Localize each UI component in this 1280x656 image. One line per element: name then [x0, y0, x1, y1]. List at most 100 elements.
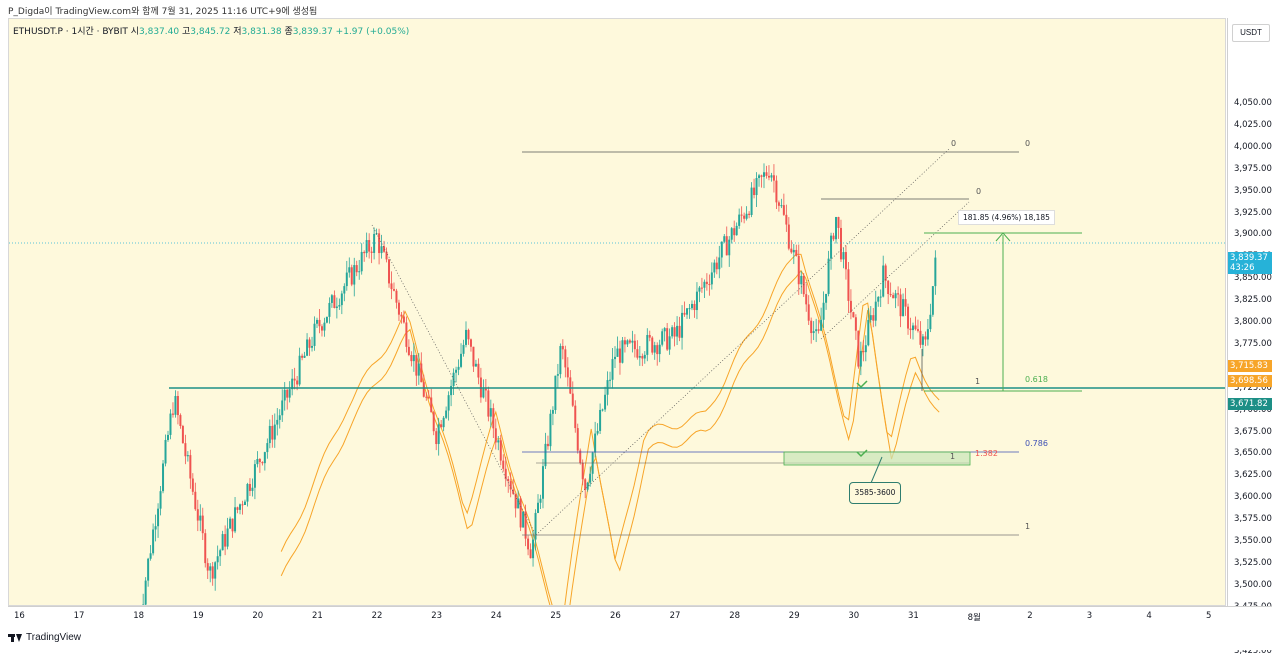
candle-body — [410, 354, 413, 362]
candle-body — [313, 323, 316, 346]
candle-body — [263, 452, 266, 464]
candle-body — [559, 346, 562, 375]
candle-body — [239, 504, 242, 510]
candle-body — [532, 539, 535, 559]
candle-body — [805, 294, 808, 305]
check-mark-2 — [856, 449, 868, 458]
author-line: P_Digda이 TradingView.com와 함께 7월 31, 2025… — [8, 7, 318, 17]
candle-body — [474, 363, 477, 367]
measure-arrow-head — [995, 232, 1011, 242]
candle-body — [735, 225, 738, 236]
price-tick: 3,550.00 — [1234, 536, 1272, 546]
zone-rect[interactable] — [783, 451, 971, 466]
time-tick: 20 — [252, 611, 264, 621]
candle-body — [924, 336, 927, 340]
candle-body — [176, 395, 179, 416]
drawings[interactable] — [9, 148, 1226, 536]
candle-body — [291, 378, 294, 390]
fib1-bottom-label: 1 — [1025, 522, 1030, 531]
price-tick: 3,975.00 — [1234, 163, 1272, 174]
candle-body — [380, 246, 383, 254]
candle-body — [400, 314, 403, 317]
time-tick: 31 — [908, 611, 919, 621]
candle-body — [214, 562, 217, 579]
candle-body — [407, 346, 410, 355]
candle-body — [879, 296, 882, 298]
candle-body — [668, 336, 671, 350]
tradingview-logo-icon — [8, 633, 22, 643]
zone-callout[interactable]: 3585-3600 — [849, 482, 901, 504]
candle-body — [904, 299, 907, 307]
chart-area[interactable]: 0 0 0 1 0.618 0.786 1.382 1 1 ETHUSDT.P … — [8, 18, 1226, 606]
price-tick: 3,725.00 — [1234, 382, 1272, 393]
candle-body — [522, 511, 525, 528]
candle-body — [695, 291, 698, 311]
candle-body — [484, 388, 487, 391]
candle-body — [842, 252, 845, 260]
candle-body — [830, 235, 833, 259]
time-tick: 27 — [669, 611, 681, 621]
candle-body — [571, 393, 574, 406]
price-tick: 3,925.00 — [1234, 207, 1272, 218]
candle-body — [611, 359, 614, 380]
candle-body — [820, 319, 823, 331]
fib2-trend-dotted[interactable] — [820, 201, 970, 340]
price-tick: 3,950.00 — [1234, 185, 1272, 196]
candle-body — [894, 293, 897, 299]
candle-body — [363, 251, 366, 254]
candle-body — [738, 214, 741, 226]
candle-body — [162, 463, 165, 492]
candle-body — [266, 443, 269, 453]
candle-body — [812, 331, 815, 334]
candle-body — [874, 301, 877, 321]
candle-body — [646, 334, 649, 355]
candle-body — [641, 356, 644, 359]
candle-body — [549, 413, 552, 447]
price-axis[interactable]: USDT 4,050.00 4,025.00 4,000.00 3,975.00 3,9… — [1227, 18, 1273, 656]
candle-body — [335, 306, 338, 309]
currency-button[interactable]: USDT — [1232, 24, 1270, 42]
candle-body — [226, 528, 229, 547]
candle-body — [338, 305, 341, 307]
time-tick: 21 — [312, 611, 323, 621]
candle-body — [455, 369, 458, 373]
candle-body — [368, 240, 371, 252]
candle-body — [897, 293, 900, 295]
candle-body — [780, 205, 783, 207]
candle-body — [867, 319, 870, 346]
candle-body — [758, 175, 761, 179]
candle-body — [854, 317, 857, 331]
candle-body — [869, 315, 872, 320]
zone-callout-pointer — [870, 456, 883, 484]
candle-body — [546, 443, 549, 447]
candle-body — [360, 251, 363, 272]
candle-body — [666, 328, 669, 350]
candle-body — [174, 395, 177, 415]
candle-body — [872, 315, 875, 321]
candle-body — [658, 344, 661, 355]
candle-body — [541, 466, 544, 499]
candle-body — [529, 549, 532, 559]
time-axis[interactable]: 16 17 18 19 20 21 22 23 24 25 26 27 28 29 30 31 8월 2 3 4 5 — [8, 606, 1272, 627]
candle-body — [740, 214, 743, 216]
candle-body — [261, 462, 264, 464]
candle-body — [730, 228, 733, 240]
candle-body — [604, 394, 607, 410]
candle-body — [743, 215, 746, 219]
time-tick: 18 — [133, 611, 145, 621]
price-tick: 3,900.00 — [1234, 229, 1272, 240]
candle-body — [293, 378, 296, 381]
fib1-trend-dotted[interactable] — [535, 148, 950, 536]
fib-0786-label: 0.786 — [1025, 439, 1048, 448]
candle-body — [681, 312, 684, 338]
candle-body — [469, 339, 472, 347]
chart-svg[interactable]: 0 0 0 1 0.618 0.786 1.382 1 1 — [9, 19, 1226, 606]
candle-body — [425, 396, 428, 398]
candle-body — [618, 348, 621, 363]
candle-body — [839, 227, 842, 260]
candle-body — [271, 425, 274, 440]
candle-body — [234, 507, 237, 532]
candle-body — [626, 340, 629, 345]
envelope-band-1 — [280, 253, 940, 605]
candle-body — [301, 355, 304, 358]
